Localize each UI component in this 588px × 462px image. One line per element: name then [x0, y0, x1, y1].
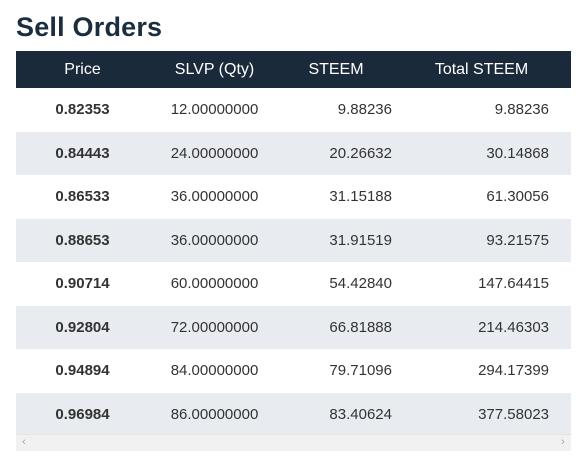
column-header-steem[interactable]: STEEM	[280, 51, 392, 88]
price-cell: 0.88653	[16, 218, 149, 262]
chevron-left-icon[interactable]: ‹	[22, 436, 26, 448]
price-cell: 0.96984	[16, 392, 149, 436]
steem-cell: 9.88236	[337, 101, 392, 119]
table-row[interactable]: 0.88653 36.00000000 31.91519 93.21575	[16, 218, 571, 262]
table-row[interactable]: 0.90714 60.00000000 54.42840 147.64415	[16, 262, 571, 306]
table-header-row: Price SLVP (Qty) STEEM Total STEEM	[16, 51, 571, 88]
qty-cell: 86.00000000	[149, 392, 280, 436]
price-cell: 0.94894	[55, 362, 110, 380]
table-row[interactable]: 0.86533 36.00000000 31.15188 61.30056	[16, 175, 571, 219]
total-steem-cell: 377.58023	[392, 392, 571, 436]
total-steem-cell: 147.64415	[478, 275, 549, 293]
table-row[interactable]: 0.96984 86.00000000 83.40624 377.58023	[16, 392, 571, 436]
qty-cell: 36.00000000	[149, 218, 280, 262]
qty-cell: 72.00000000	[149, 305, 280, 349]
steem-cell: 31.15188	[329, 188, 392, 206]
price-cell: 0.84443	[16, 131, 149, 175]
column-header-qty[interactable]: SLVP (Qty)	[149, 51, 280, 88]
qty-cell: 84.00000000	[170, 362, 259, 380]
column-header-total-steem[interactable]: Total STEEM	[392, 51, 571, 88]
total-steem-cell: 294.17399	[478, 362, 549, 380]
steem-cell: 83.40624	[280, 392, 392, 436]
total-steem-cell: 214.46303	[392, 305, 571, 349]
qty-cell: 60.00000000	[170, 275, 259, 293]
price-cell: 0.82353	[55, 101, 110, 119]
sell-orders-table: Price SLVP (Qty) STEEM Total STEEM 0.823…	[16, 51, 571, 436]
steem-cell: 31.91519	[280, 218, 392, 262]
chevron-right-icon[interactable]: ›	[561, 436, 565, 448]
total-steem-cell: 93.21575	[392, 218, 571, 262]
table-row[interactable]: 0.82353 12.00000000 9.88236 9.88236	[16, 88, 571, 132]
sell-orders-table-container: Price SLVP (Qty) STEEM Total STEEM 0.823…	[16, 51, 571, 436]
qty-cell: 12.00000000	[170, 101, 259, 119]
total-steem-cell: 9.88236	[494, 101, 549, 119]
table-row[interactable]: 0.84443 24.00000000 20.26632 30.14868	[16, 131, 571, 175]
price-cell: 0.86533	[55, 188, 110, 206]
steem-cell: 54.42840	[329, 275, 392, 293]
qty-cell: 24.00000000	[149, 131, 280, 175]
table-row[interactable]: 0.94894 84.00000000 79.71096 294.17399	[16, 349, 571, 393]
horizontal-scrollbar[interactable]: ‹ ›	[16, 434, 571, 451]
total-steem-cell: 30.14868	[392, 131, 571, 175]
price-cell: 0.92804	[16, 305, 149, 349]
table-row[interactable]: 0.92804 72.00000000 66.81888 214.46303	[16, 305, 571, 349]
price-cell: 0.90714	[55, 275, 110, 293]
steem-cell: 66.81888	[280, 305, 392, 349]
table-body: 0.82353 12.00000000 9.88236 9.88236 0.84…	[16, 88, 571, 436]
qty-cell: 36.00000000	[170, 188, 259, 206]
page-title: Sell Orders	[16, 12, 163, 42]
steem-cell: 20.26632	[280, 131, 392, 175]
table-header: Price SLVP (Qty) STEEM Total STEEM	[16, 51, 571, 88]
steem-cell: 79.71096	[329, 362, 392, 380]
total-steem-cell: 61.30056	[486, 188, 549, 206]
column-header-price[interactable]: Price	[16, 51, 149, 88]
